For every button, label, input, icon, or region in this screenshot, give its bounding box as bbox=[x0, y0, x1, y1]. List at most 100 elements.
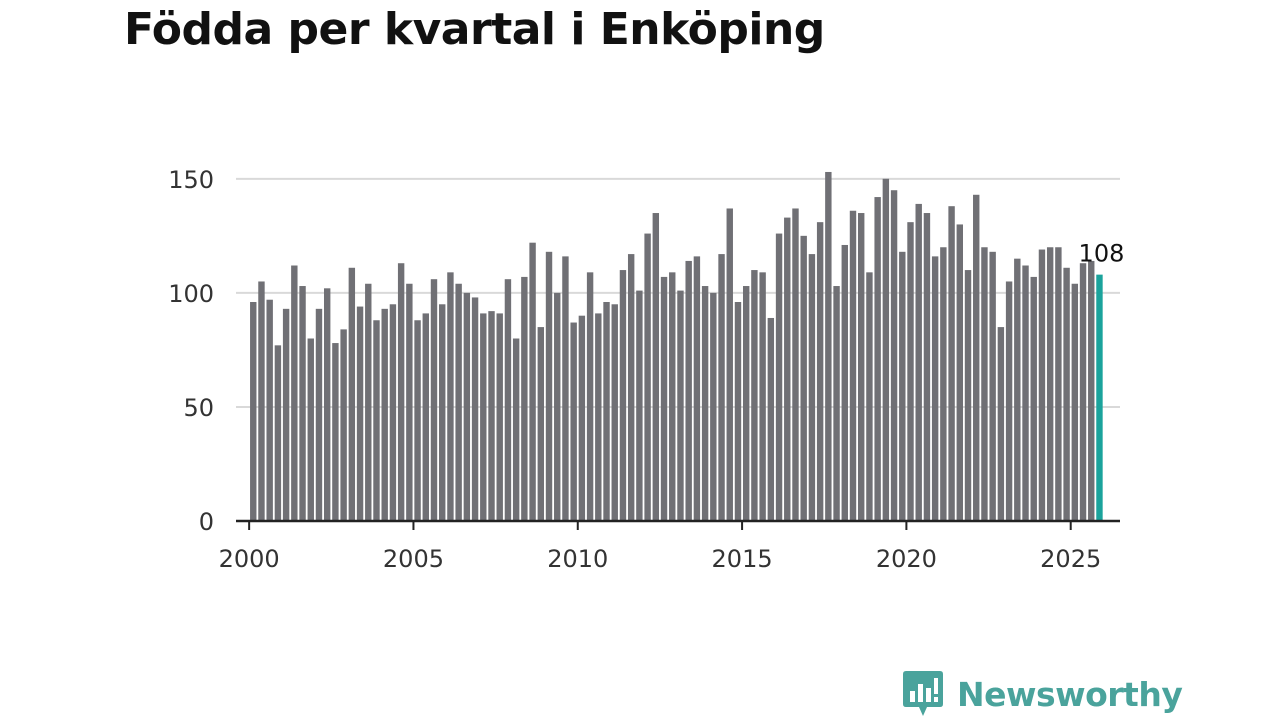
bar bbox=[537, 327, 545, 521]
bar bbox=[529, 242, 536, 521]
bar bbox=[833, 286, 840, 521]
bar bbox=[644, 233, 651, 521]
bar bbox=[422, 313, 429, 521]
bar bbox=[414, 320, 421, 521]
bar bbox=[1022, 265, 1029, 521]
bar bbox=[299, 286, 306, 521]
bar bbox=[915, 203, 922, 521]
bar bbox=[521, 276, 528, 521]
bar bbox=[669, 272, 676, 521]
annotations: 108 bbox=[1079, 240, 1125, 268]
bar bbox=[751, 270, 758, 521]
bar-highlighted bbox=[1096, 274, 1103, 522]
bar bbox=[562, 256, 569, 522]
bar bbox=[734, 302, 742, 521]
bar bbox=[1055, 247, 1062, 521]
bar bbox=[767, 317, 775, 521]
x-axis bbox=[236, 519, 1120, 530]
bar bbox=[512, 338, 520, 521]
bar bbox=[652, 213, 660, 521]
y-tick-labels: 0 50 100 150 bbox=[168, 166, 214, 536]
newsworthy-logo-icon bbox=[903, 671, 943, 716]
bar bbox=[381, 308, 388, 521]
bar bbox=[586, 272, 594, 521]
bar bbox=[1088, 260, 1095, 521]
bar bbox=[808, 254, 816, 521]
bar bbox=[775, 233, 783, 521]
bar bbox=[611, 304, 618, 521]
bars bbox=[250, 171, 1103, 522]
bar bbox=[455, 283, 462, 521]
bar bbox=[964, 270, 972, 521]
bar bbox=[356, 306, 364, 521]
y-tick-label: 50 bbox=[183, 394, 214, 422]
bar bbox=[742, 286, 750, 521]
bar bbox=[504, 279, 512, 521]
bar bbox=[274, 345, 282, 521]
x-tick-label: 2000 bbox=[219, 545, 280, 573]
bar bbox=[397, 263, 405, 521]
bar bbox=[340, 329, 347, 522]
bar bbox=[858, 213, 865, 521]
bar bbox=[636, 290, 643, 521]
bar bbox=[849, 210, 857, 521]
bar bbox=[981, 247, 988, 521]
bar bbox=[677, 290, 684, 521]
bar bbox=[1005, 281, 1013, 521]
bar bbox=[323, 288, 331, 521]
bar bbox=[890, 190, 898, 521]
x-tick-label: 2005 bbox=[383, 545, 444, 573]
bar bbox=[291, 265, 298, 521]
bar bbox=[899, 251, 906, 521]
bar bbox=[439, 304, 446, 521]
bar bbox=[471, 297, 479, 521]
bar bbox=[315, 308, 323, 521]
bar bbox=[496, 313, 503, 521]
bar bbox=[365, 283, 372, 521]
bar bbox=[1079, 263, 1087, 521]
bar bbox=[282, 308, 290, 521]
bar bbox=[718, 254, 725, 521]
bar bbox=[940, 247, 947, 521]
data-label: 108 bbox=[1079, 240, 1125, 268]
x-tick-label: 2025 bbox=[1040, 545, 1101, 573]
bar bbox=[1014, 258, 1021, 521]
bar bbox=[726, 208, 733, 521]
bar bbox=[882, 178, 890, 521]
bar bbox=[488, 311, 495, 522]
bar bbox=[406, 283, 413, 521]
bar bbox=[1046, 247, 1054, 521]
bar bbox=[430, 279, 438, 521]
bar bbox=[570, 322, 577, 521]
bar bbox=[258, 281, 265, 521]
bar bbox=[627, 254, 635, 521]
bar bbox=[447, 272, 454, 521]
bar bbox=[816, 222, 824, 521]
bar bbox=[250, 302, 257, 521]
bar bbox=[545, 251, 553, 521]
bar bbox=[948, 206, 955, 521]
bar bbox=[841, 244, 848, 521]
y-tick-label: 0 bbox=[199, 508, 214, 536]
bar bbox=[931, 256, 939, 522]
bar bbox=[956, 224, 963, 521]
brand-logo: Newsworthy bbox=[903, 671, 1183, 717]
bar bbox=[907, 222, 914, 521]
bar bbox=[660, 276, 668, 521]
bar bbox=[923, 213, 931, 521]
bar bbox=[578, 315, 586, 521]
bar bbox=[619, 270, 627, 521]
bar bbox=[825, 171, 832, 521]
bar bbox=[800, 235, 807, 521]
bar bbox=[1038, 249, 1046, 521]
x-tick-label: 2010 bbox=[547, 545, 608, 573]
x-tick-label: 2020 bbox=[876, 545, 937, 573]
y-tick-label: 100 bbox=[168, 280, 214, 308]
bar bbox=[784, 217, 791, 521]
bar bbox=[759, 272, 766, 521]
bar bbox=[389, 304, 397, 521]
bar bbox=[463, 292, 471, 522]
bar bbox=[710, 292, 717, 522]
bar bbox=[595, 313, 602, 521]
bar bbox=[603, 302, 610, 521]
